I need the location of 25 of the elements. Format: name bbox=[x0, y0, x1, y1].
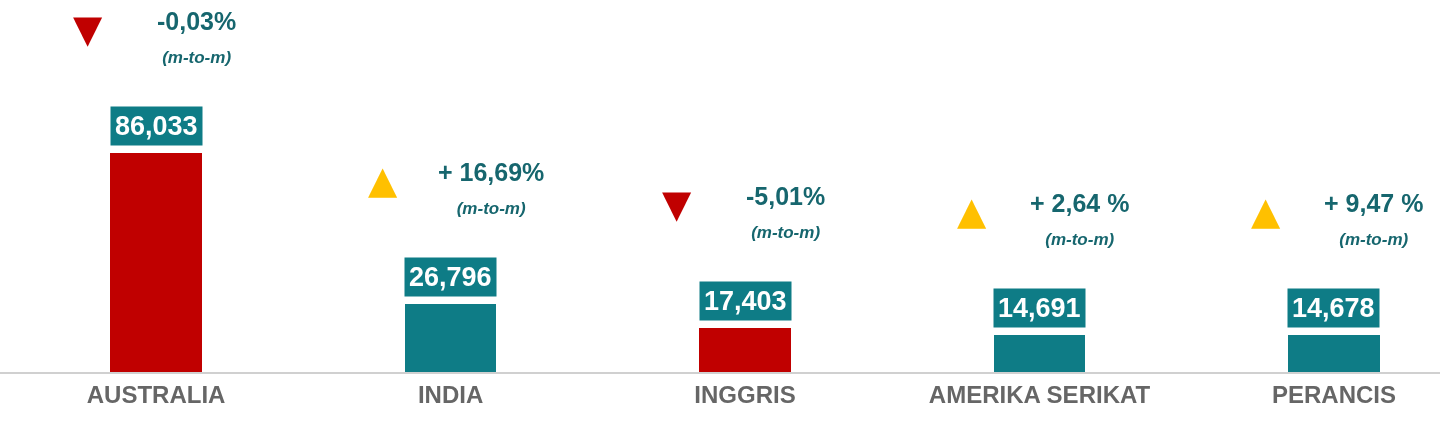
annotation: + 2,64 % (m-to-m) bbox=[1030, 189, 1130, 249]
data-label: 86,033 bbox=[115, 111, 198, 141]
bar bbox=[699, 328, 791, 372]
text: ▼ bbox=[73, 7, 103, 51]
bar bbox=[1288, 335, 1380, 372]
x-tick-label: INGGRIS bbox=[694, 380, 796, 408]
annotation: + 9,47 % (m-to-m) bbox=[1324, 189, 1424, 249]
x-tick-label: AMERIKA SERIKAT bbox=[928, 380, 1151, 408]
data-label: 14,691 bbox=[998, 293, 1081, 323]
text: -0,03% (m-to-m) bbox=[157, 7, 237, 67]
bar bbox=[110, 153, 202, 372]
data-label: 26,796 bbox=[409, 262, 492, 292]
data-label: 17,403 bbox=[704, 286, 787, 316]
x-tick-label: PERANCIS bbox=[1271, 380, 1397, 408]
x-tick-label: AUSTRALIA bbox=[86, 380, 226, 408]
annotation: ▲ bbox=[957, 189, 987, 233]
bar bbox=[405, 304, 496, 372]
x-tick-label: INDIA bbox=[417, 380, 484, 408]
annotation: + 16,69% (m-to-m) bbox=[438, 158, 545, 218]
annotation: ▲ bbox=[1251, 189, 1281, 233]
data-label: 14,678 bbox=[1292, 293, 1375, 323]
annotation: ▲ bbox=[368, 158, 398, 202]
annotation: ▼ bbox=[662, 182, 692, 226]
bar bbox=[994, 335, 1085, 372]
annotation: -5,01% (m-to-m) bbox=[746, 182, 826, 242]
